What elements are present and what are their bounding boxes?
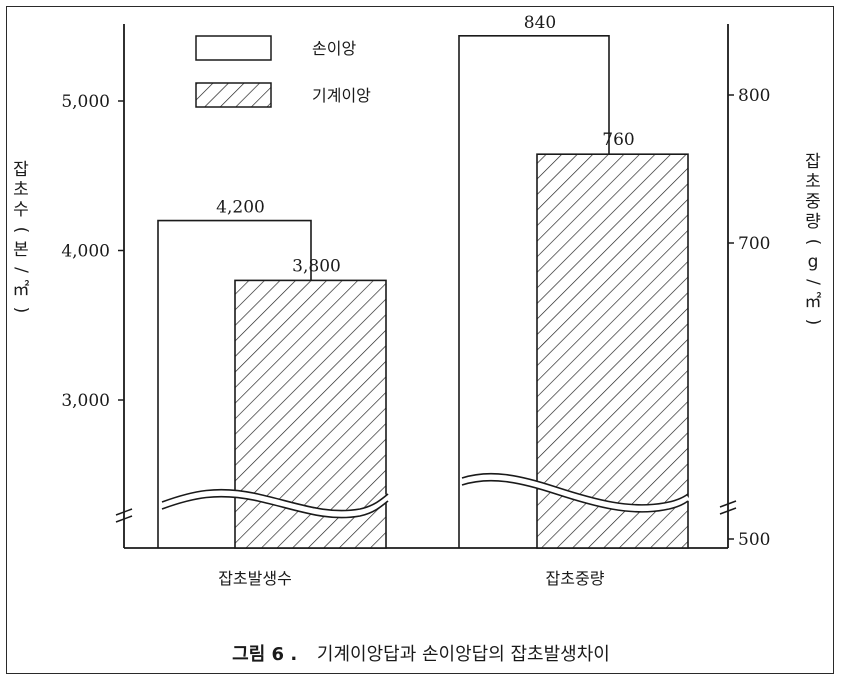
legend: 손이앙 기계이앙 [195,35,371,108]
value-label-hatched: 760 [602,130,634,150]
legend-label-machine-transplant: 기계이앙 [312,86,371,105]
caption-text: 기계이앙답과 손이앙답의 잡초발생차이 [316,644,610,665]
legend-swatch-hatched [195,82,272,108]
caption-number: 그림 6 . [232,644,298,665]
figure-frame [6,6,834,674]
left-tick-label: 5,000 [61,92,110,112]
bar-break-wave-right [460,472,691,513]
bar-hatched-1 [536,153,689,549]
left-axis-break [115,508,133,523]
legend-swatch-open [195,35,272,61]
bar-hatched-0 [234,279,387,549]
value-label-open: 840 [524,13,556,33]
right-tick-label: 800 [738,86,770,106]
left-axis-title: 잡 초 수(본 / ㎡) [11,160,31,314]
right-axis-title: 잡 초 중 량(g / ㎡) [803,152,823,326]
left-tick-label: 4,000 [61,242,110,262]
legend-label-hand-transplant: 손이앙 [312,39,356,58]
right-tick-label: 500 [738,530,770,550]
value-label-hatched: 3,800 [292,256,341,276]
category-label-weed-count: 잡초발생수 [218,569,292,588]
left-tick-label: 3,000 [61,391,110,411]
figure-caption: 그림 6 . 기계이앙답과 손이앙답의 잡초발생차이 [0,640,842,666]
category-label-weed-weight: 잡초중량 [546,569,605,588]
bar-break-wave-left [160,488,391,519]
right-tick-label: 700 [738,234,770,254]
value-label-open: 4,200 [216,198,265,218]
right-axis-break [719,500,737,515]
